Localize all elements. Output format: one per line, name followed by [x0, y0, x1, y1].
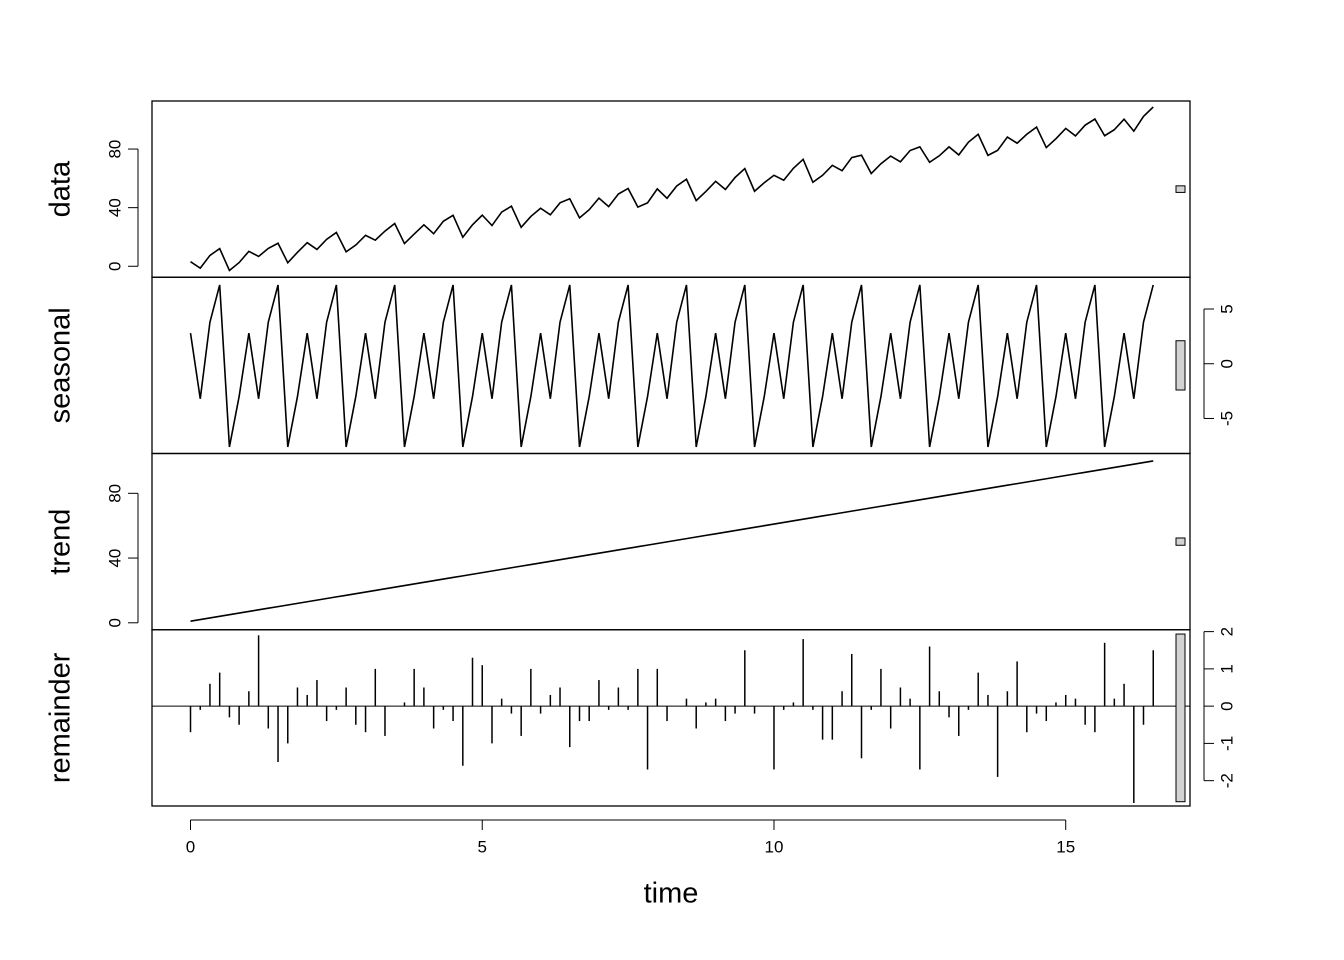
range-bar	[1175, 633, 1186, 803]
y-tick-label: 0	[1217, 359, 1236, 368]
panel-frame	[151, 100, 1191, 278]
y-tick-label: -2	[1217, 773, 1236, 788]
y-tick-label: -1	[1217, 736, 1236, 751]
panel-label: trend	[45, 509, 77, 575]
x-axis-label: time	[644, 878, 699, 910]
panel-label: remainder	[45, 652, 77, 783]
y-tick-label: 80	[105, 484, 124, 503]
range-bar	[1175, 185, 1186, 193]
y-tick-label: 1	[1217, 664, 1236, 673]
y-tick-label: 5	[1217, 304, 1236, 313]
series-line	[189, 284, 1155, 448]
y-tick-label: 80	[105, 140, 124, 159]
y-tick-label: 0	[1217, 701, 1236, 710]
series-line	[190, 460, 1154, 622]
y-tick-label: 40	[105, 549, 124, 568]
x-tick-label: 5	[478, 837, 487, 856]
range-bar	[1175, 340, 1186, 391]
range-bar	[1175, 537, 1186, 546]
panel-frame	[151, 629, 1191, 807]
panel-label: data	[45, 160, 77, 217]
y-tick-label: 2	[1217, 627, 1236, 636]
y-tick-label: 0	[105, 262, 124, 271]
x-tick-label: 15	[1056, 837, 1075, 856]
x-tick-label: 0	[186, 837, 195, 856]
panel-label: seasonal	[45, 307, 77, 423]
x-tick-label: 10	[765, 837, 784, 856]
series-line	[190, 106, 1154, 272]
y-tick-label: 0	[105, 618, 124, 627]
y-tick-label: -5	[1217, 411, 1236, 426]
y-tick-label: 40	[105, 198, 124, 217]
